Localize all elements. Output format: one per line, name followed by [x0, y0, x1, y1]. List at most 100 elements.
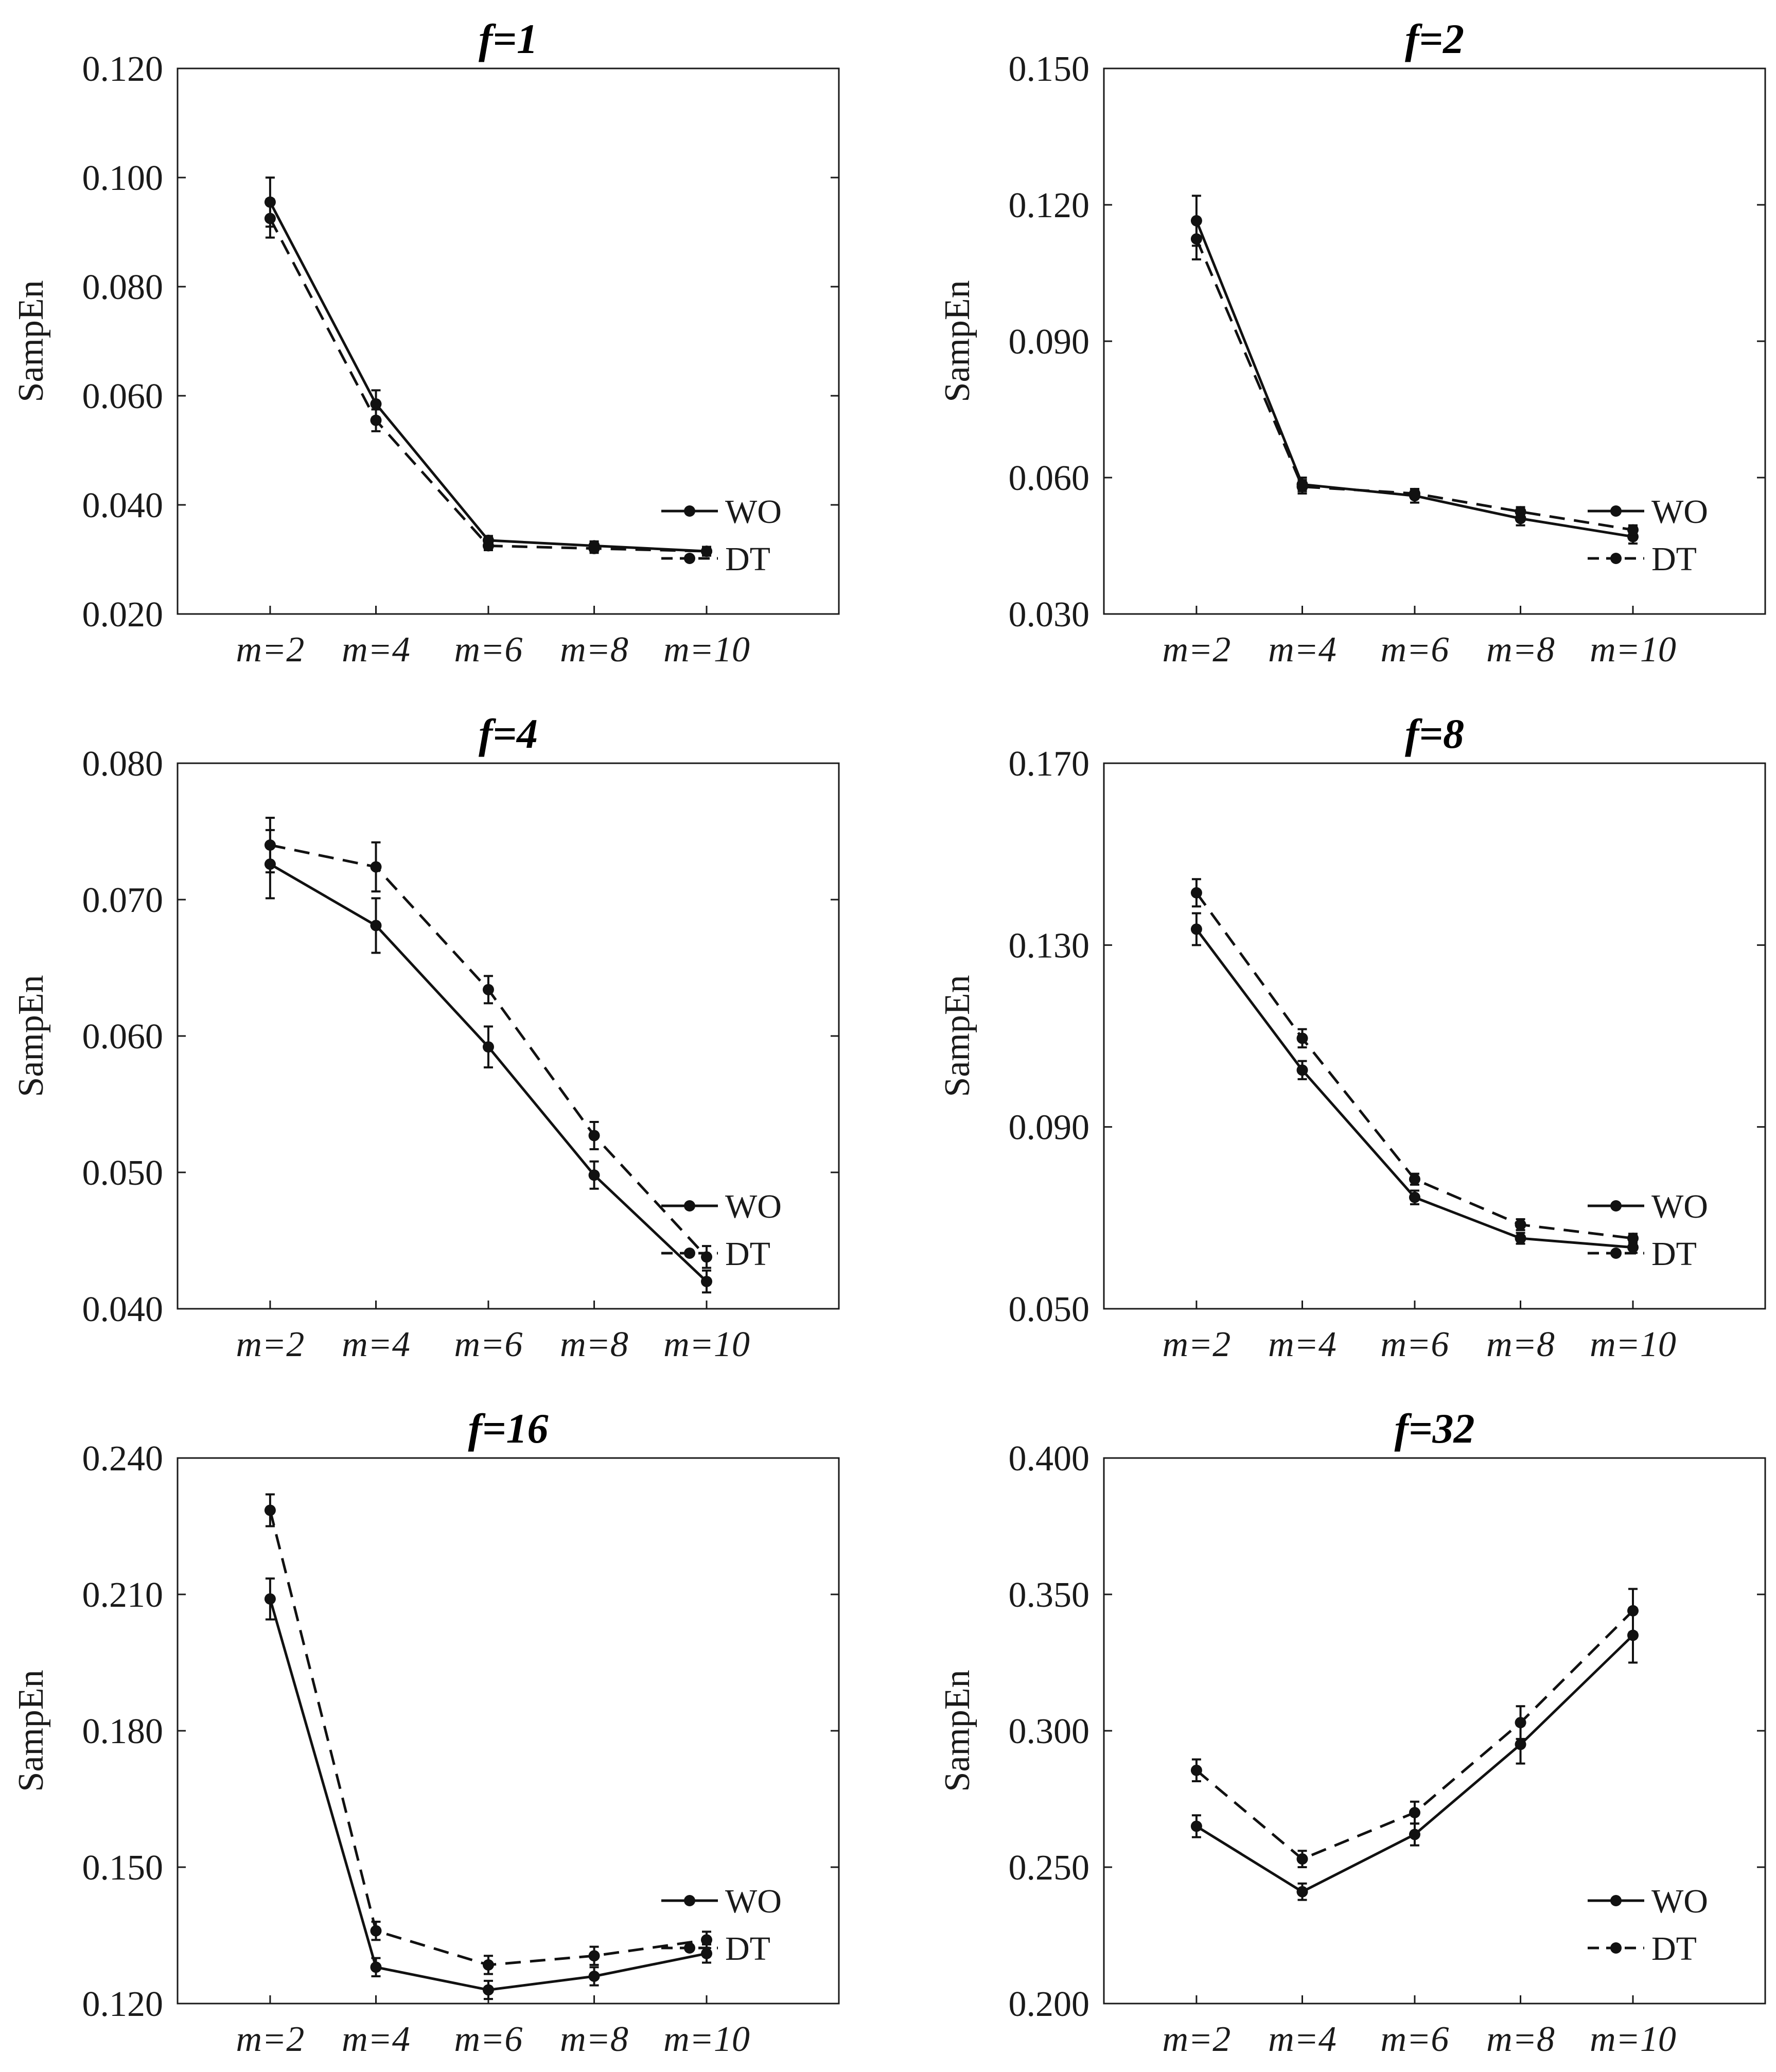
x-tick-label: m=6	[1381, 2020, 1449, 2059]
data-point-DT	[588, 542, 600, 554]
legend-marker-DT	[1610, 553, 1622, 564]
y-tick-label: 0.020	[82, 595, 164, 635]
legend-label-WO: WO	[1651, 1883, 1708, 1920]
data-point-WO	[1515, 1233, 1526, 1244]
data-point-DT	[482, 1959, 494, 1971]
data-point-WO	[1190, 1820, 1202, 1832]
data-point-DT	[588, 1130, 600, 1142]
data-point-WO	[701, 1276, 712, 1287]
legend-marker-WO	[1610, 1895, 1622, 1906]
x-tick-label: m=6	[454, 1325, 523, 1364]
legend-marker-DT	[1610, 1942, 1622, 1954]
y-tick-label: 0.030	[1009, 595, 1090, 635]
legend-label-DT: DT	[725, 1930, 770, 1968]
x-tick-label: m=8	[1486, 630, 1555, 670]
data-point-DT	[588, 1950, 600, 1962]
y-tick-label: 0.040	[82, 486, 164, 525]
y-tick-label: 0.180	[82, 1712, 164, 1751]
x-tick-label: m=2	[236, 2020, 305, 2059]
x-tick-label: m=2	[1163, 630, 1231, 670]
y-tick-label: 0.130	[1009, 926, 1090, 965]
series-line-DT	[1195, 892, 1633, 1240]
data-point-DT	[1409, 1173, 1420, 1185]
chart-panel-f=32: f=32 0.200 0.250 0.300 0.350 0.400 SampEn m=2 m=…	[938, 1405, 1766, 2059]
series-line-DT	[269, 1509, 707, 1966]
chart-title: f=16	[468, 1405, 548, 1452]
data-point-WO	[264, 1593, 276, 1605]
chart-title: f=32	[1394, 1405, 1474, 1452]
x-tick-label: m=6	[454, 2020, 523, 2059]
y-tick-label: 0.400	[1009, 1439, 1090, 1479]
x-tick-label: m=8	[560, 2020, 628, 2059]
y-tick-label: 0.060	[1009, 459, 1090, 498]
y-axis-label: SampEn	[11, 280, 51, 402]
y-tick-label: 0.120	[82, 1985, 164, 2024]
chart-title: f=2	[1405, 15, 1464, 62]
data-point-WO	[370, 920, 382, 932]
x-tick-label: m=4	[1268, 1325, 1337, 1364]
series-line-WO	[269, 201, 707, 553]
chart-title: f=8	[1405, 710, 1464, 757]
x-tick-label: m=10	[1590, 2020, 1676, 2059]
data-point-DT	[1409, 1807, 1420, 1818]
data-point-DT	[482, 984, 494, 995]
x-tick-label: m=8	[1486, 2020, 1555, 2059]
data-point-DT	[1296, 481, 1308, 493]
x-tick-label: m=4	[1268, 2020, 1337, 2059]
x-tick-label: m=8	[560, 1325, 628, 1364]
y-tick-label: 0.120	[1009, 186, 1090, 225]
y-tick-label: 0.150	[82, 1848, 164, 1888]
x-tick-label: m=8	[1486, 1325, 1555, 1364]
x-tick-label: m=2	[236, 630, 305, 670]
legend-marker-WO	[1610, 505, 1622, 517]
legend-label-DT: DT	[725, 540, 770, 578]
y-tick-label: 0.250	[1009, 1848, 1090, 1888]
x-tick-label: m=4	[342, 630, 410, 670]
y-tick-label: 0.040	[82, 1290, 164, 1329]
legend-marker-WO	[684, 505, 695, 517]
legend-label-DT: DT	[1651, 1930, 1697, 1968]
data-point-DT	[1296, 1853, 1308, 1865]
x-tick-label: m=8	[560, 630, 628, 670]
x-tick-label: m=10	[1590, 1325, 1676, 1364]
y-tick-label: 0.210	[82, 1575, 164, 1615]
chart-panel-f=1: f=1 0.020 0.040 0.060 0.080 0.100 0.120 SampEn m…	[11, 15, 840, 670]
data-point-DT	[370, 1925, 382, 1937]
y-tick-label: 0.150	[1009, 49, 1090, 89]
data-point-WO	[588, 1971, 600, 1982]
x-tick-label: m=2	[1163, 2020, 1231, 2059]
x-tick-label: m=10	[1590, 630, 1676, 670]
y-axis-label: SampEn	[11, 975, 51, 1097]
plot-frame	[1103, 762, 1766, 1310]
data-point-DT	[370, 414, 382, 426]
data-point-WO	[370, 1961, 382, 1973]
legend-marker-DT	[684, 1248, 695, 1259]
y-tick-label: 0.080	[82, 744, 164, 784]
plot-frame	[1103, 1457, 1766, 2005]
x-tick-label: m=4	[1268, 630, 1337, 670]
x-tick-label: m=6	[1381, 630, 1449, 670]
y-axis-label: SampEn	[11, 1670, 51, 1792]
chart-panel-f=2: f=2 0.030 0.060 0.090 0.120 0.150 SampEn m=2 m=4…	[938, 15, 1766, 670]
data-point-DT	[1627, 524, 1639, 536]
x-tick-label: m=10	[663, 1325, 750, 1364]
chart-title: f=4	[479, 710, 538, 757]
data-point-DT	[1515, 1219, 1526, 1231]
x-tick-label: m=6	[454, 630, 523, 670]
data-point-WO	[1409, 1191, 1420, 1203]
x-tick-label: m=4	[342, 2020, 410, 2059]
plot-frame	[177, 67, 840, 615]
data-point-WO	[1409, 1829, 1420, 1840]
data-point-DT	[1409, 487, 1420, 499]
data-point-DT	[370, 861, 382, 873]
data-point-DT	[482, 540, 494, 552]
y-tick-label: 0.060	[82, 1017, 164, 1057]
legend-label-DT: DT	[1651, 1235, 1697, 1273]
legend-marker-DT	[684, 553, 695, 564]
series-line-WO	[1195, 1634, 1634, 1893]
data-point-WO	[1296, 1064, 1308, 1076]
x-tick-label: m=4	[342, 1325, 410, 1364]
legend-marker-WO	[684, 1895, 695, 1906]
data-point-WO	[482, 1984, 494, 1996]
legend-label-WO: WO	[1651, 493, 1708, 531]
